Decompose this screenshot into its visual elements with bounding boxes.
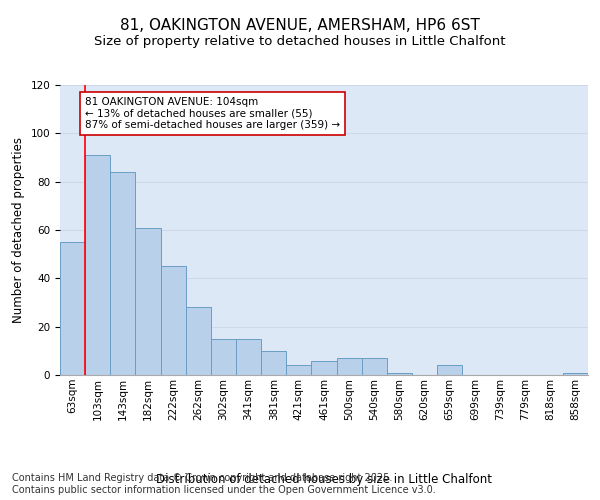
- Bar: [261, 351, 286, 375]
- Bar: [161, 266, 186, 375]
- Bar: [362, 358, 387, 375]
- X-axis label: Distribution of detached houses by size in Little Chalfont: Distribution of detached houses by size …: [156, 472, 492, 486]
- Bar: [236, 339, 261, 375]
- Text: 81, OAKINGTON AVENUE, AMERSHAM, HP6 6ST: 81, OAKINGTON AVENUE, AMERSHAM, HP6 6ST: [120, 18, 480, 32]
- Text: Size of property relative to detached houses in Little Chalfont: Size of property relative to detached ho…: [94, 35, 506, 48]
- Bar: [387, 372, 412, 375]
- Bar: [110, 172, 136, 375]
- Bar: [60, 242, 85, 375]
- Bar: [85, 155, 110, 375]
- Bar: [337, 358, 362, 375]
- Bar: [186, 308, 211, 375]
- Bar: [286, 366, 311, 375]
- Y-axis label: Number of detached properties: Number of detached properties: [12, 137, 25, 323]
- Text: Contains HM Land Registry data © Crown copyright and database right 2025.
Contai: Contains HM Land Registry data © Crown c…: [12, 474, 436, 495]
- Bar: [311, 360, 337, 375]
- Bar: [563, 372, 588, 375]
- Text: 81 OAKINGTON AVENUE: 104sqm
← 13% of detached houses are smaller (55)
87% of sem: 81 OAKINGTON AVENUE: 104sqm ← 13% of det…: [85, 97, 340, 130]
- Bar: [437, 366, 462, 375]
- Bar: [136, 228, 161, 375]
- Bar: [211, 339, 236, 375]
